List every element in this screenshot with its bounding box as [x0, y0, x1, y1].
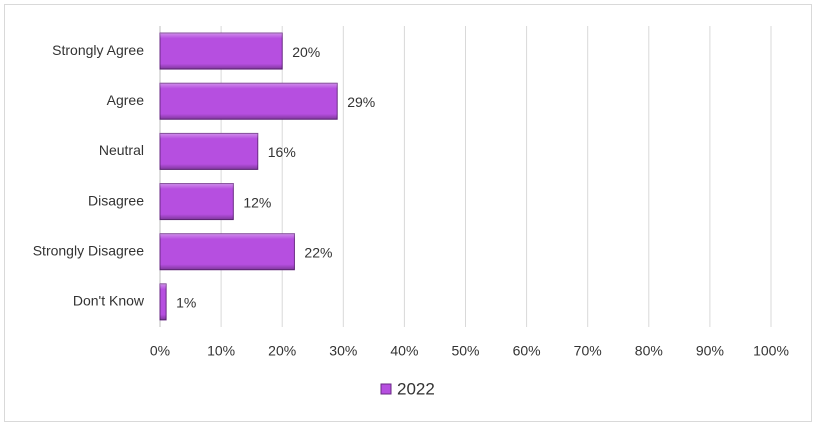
bar-bevel — [160, 33, 283, 70]
value-label: 16% — [268, 144, 296, 160]
legend-swatch — [380, 383, 392, 395]
legend-label: 2022 — [397, 379, 435, 398]
value-label: 29% — [347, 94, 375, 110]
x-tick-label: 80% — [635, 343, 663, 359]
value-label: 20% — [292, 44, 320, 60]
x-tick-label: 10% — [207, 343, 235, 359]
value-label: 12% — [243, 194, 271, 210]
y-tick-label: Neutral — [99, 142, 144, 158]
x-tick-label: 100% — [753, 343, 789, 359]
x-tick-label: 0% — [150, 343, 170, 359]
y-tick-label: Don't Know — [73, 293, 145, 309]
bar-bevel — [160, 233, 295, 270]
x-tick-label: 20% — [268, 343, 296, 359]
value-label: 22% — [304, 244, 332, 260]
y-tick-label: Strongly Agree — [52, 42, 144, 58]
chart-border — [4, 4, 812, 422]
y-tick-label: Agree — [107, 92, 145, 108]
bar-bevel — [160, 183, 234, 220]
x-tick-label: 40% — [390, 343, 418, 359]
x-tick-label: 90% — [696, 343, 724, 359]
bar-bevel — [160, 133, 258, 170]
y-tick-label: Disagree — [88, 192, 144, 208]
x-tick-label: 50% — [451, 343, 479, 359]
bar-bevel — [160, 83, 338, 120]
y-tick-label: Strongly Disagree — [33, 242, 144, 258]
bar-bevel — [160, 283, 167, 320]
x-tick-label: 60% — [513, 343, 541, 359]
x-tick-label: 30% — [329, 343, 357, 359]
x-tick-label: 70% — [574, 343, 602, 359]
value-label: 1% — [176, 295, 196, 311]
